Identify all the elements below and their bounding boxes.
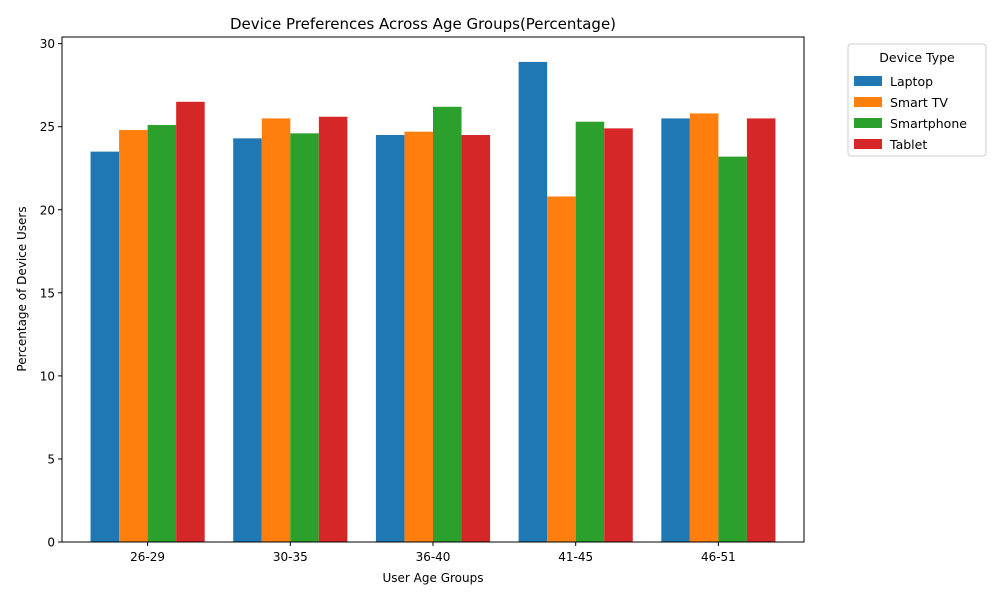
bar-laptop-46-51 — [661, 118, 690, 543]
x-tick-label: 41-45 — [558, 550, 593, 564]
y-tick-label: 5 — [47, 452, 55, 466]
bar-smartphone-41-45 — [575, 121, 605, 542]
legend-swatch-smartphone — [854, 118, 882, 128]
x-tick-label: 46-51 — [701, 550, 736, 564]
legend-label-smartphone: Smartphone — [890, 116, 967, 131]
bar-smart-tv-41-45 — [547, 196, 576, 542]
x-tick-label: 36-40 — [416, 550, 451, 564]
legend-swatch-tablet — [854, 139, 882, 149]
bar-laptop-30-35 — [233, 138, 262, 542]
bar-tablet-46-51 — [746, 118, 776, 543]
y-tick-label: 10 — [40, 369, 55, 383]
bar-smartphone-26-29 — [147, 125, 177, 542]
bar-tablet-30-35 — [318, 116, 348, 543]
legend-swatch-laptop — [854, 76, 882, 86]
bar-smartphone-36-40 — [433, 106, 462, 543]
legend-title: Device Type — [879, 50, 955, 65]
bar-laptop-41-45 — [518, 61, 548, 543]
y-tick-label: 15 — [40, 286, 55, 300]
bar-smartphone-46-51 — [718, 156, 747, 543]
bar-laptop-26-29 — [90, 151, 120, 542]
bar-smart-tv-36-40 — [404, 131, 433, 542]
bar-smart-tv-26-29 — [119, 130, 148, 542]
bar-tablet-26-29 — [176, 101, 205, 542]
bar-laptop-36-40 — [375, 135, 405, 542]
bar-tablet-36-40 — [461, 135, 491, 542]
x-axis: 26-29 30-35 36-40 41-45 46-51 — [130, 542, 736, 564]
legend: Device Type Laptop Smart TV Smartphone Table… — [847, 43, 987, 157]
y-tick-label: 0 — [47, 536, 55, 550]
bar-smart-tv-30-35 — [261, 118, 291, 543]
y-tick-label: 25 — [40, 120, 55, 134]
y-axis: 0 5 10 15 20 25 30 — [40, 37, 62, 550]
legend-label-laptop: Laptop — [890, 74, 933, 89]
bar-smart-tv-46-51 — [689, 113, 719, 542]
y-tick-label: 30 — [40, 37, 55, 51]
bar-tablet-41-45 — [604, 128, 633, 542]
chart-title: Device Preferences Across Age Groups(Per… — [230, 15, 616, 33]
y-axis-label: Percentage of Device Users — [15, 206, 29, 371]
plot-area — [61, 36, 805, 543]
x-tick-label: 30-35 — [273, 550, 308, 564]
x-tick-label: 26-29 — [130, 550, 165, 564]
x-axis-label: User Age Groups — [383, 571, 484, 585]
legend-box — [847, 43, 987, 157]
y-tick-label: 20 — [40, 203, 55, 217]
legend-label-tablet: Tablet — [889, 137, 927, 152]
legend-label-smart-tv: Smart TV — [890, 95, 948, 110]
bar-smartphone-30-35 — [290, 133, 319, 542]
legend-swatch-smart-tv — [854, 97, 882, 107]
